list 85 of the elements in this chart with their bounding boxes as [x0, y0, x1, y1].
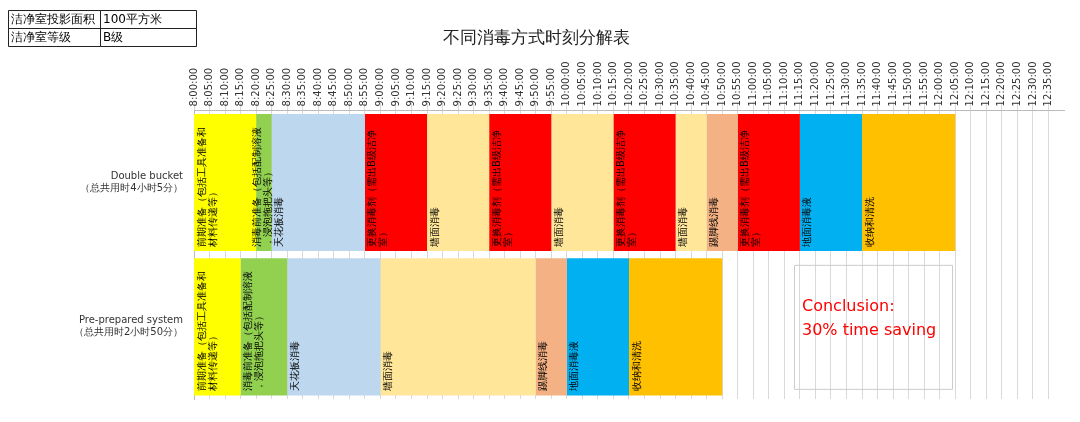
x-tick-label: 8:20:00 — [249, 67, 261, 107]
x-tick-label: 8:30:00 — [280, 67, 292, 107]
x-tick-label: 10:35:00 — [669, 61, 681, 107]
series-label: 收纳和清洗 — [630, 341, 642, 392]
x-tick-label: 10:55:00 — [731, 61, 743, 107]
x-tick-label: 12:15:00 — [979, 61, 991, 107]
series-label: 踢脚线消毒 — [537, 341, 549, 392]
x-tick-label: 11:15:00 — [793, 61, 805, 107]
series-label: 踢脚线消毒 — [708, 197, 720, 248]
x-tick-label: 12:00:00 — [933, 61, 945, 107]
series-label: 消毒前准备（包括配制溶液，浸泡拖把头等） — [242, 271, 265, 392]
annotation: 30% time saving — [802, 320, 937, 340]
series-label: 墙面消毒 — [552, 207, 564, 249]
text: 洁净室等级 — [11, 30, 71, 45]
x-tick-label: 11:25:00 — [824, 61, 836, 107]
x-tick-label: 11:05:00 — [762, 61, 774, 107]
text: 洁净室投影面积 — [11, 12, 95, 27]
annotation: Conclusion: — [802, 296, 895, 316]
y-tick-label: Pre-prepared system （总共用时2小时50分） — [73, 314, 183, 338]
x-tick-label: 12:30:00 — [1026, 61, 1038, 107]
series-label: 消毒前准备（包括配制溶液，浸泡拖把头等） — [251, 127, 274, 248]
x-tick-label: 10:25:00 — [638, 61, 650, 107]
x-tick-label: 11:35:00 — [855, 61, 867, 107]
series-label: 天花板消毒 — [273, 197, 285, 248]
series-label: 收纳和清洗 — [863, 197, 875, 248]
x-tick-label: 8:40:00 — [311, 67, 323, 107]
x-tick-label: 8:10:00 — [218, 67, 230, 107]
x-tick-label: 11:45:00 — [886, 61, 898, 107]
series-label: 地面消毒液 — [801, 197, 813, 249]
series-label: 墙面消毒 — [382, 351, 394, 393]
text: B级 — [103, 30, 124, 45]
x-tick-label: 9:25:00 — [451, 67, 463, 107]
x-tick-label: 10:10:00 — [591, 61, 603, 107]
x-tick-label: 9:10:00 — [405, 67, 417, 107]
x-tick-label: 8:35:00 — [296, 67, 308, 107]
x-tick-label: 12:10:00 — [964, 61, 976, 107]
x-tick-label: 12:35:00 — [1042, 61, 1054, 107]
series-label: 前期准备（包括工具准备和材料传递等） — [195, 127, 218, 249]
series-label: 更换消毒剂（需出B级洁净室） — [615, 130, 638, 248]
x-tick-label: 9:45:00 — [513, 67, 525, 107]
x-tick-label: 11:10:00 — [777, 61, 789, 107]
x-tick-label: 8:45:00 — [327, 67, 339, 107]
x-tick-label: 11:50:00 — [902, 61, 914, 107]
series-label: 更换消毒剂（需出B级洁净室） — [490, 130, 513, 248]
text: 100平方米 — [103, 12, 162, 27]
x-tick-label: 9:05:00 — [389, 67, 401, 107]
x-tick-label: 9:15:00 — [420, 67, 432, 107]
x-tick-label: 8:55:00 — [358, 67, 370, 107]
x-tick-label: 10:05:00 — [575, 61, 587, 107]
series-label: 更换消毒剂（需出B级洁净室） — [739, 130, 762, 248]
x-tick-label: 12:20:00 — [995, 61, 1007, 107]
series-label: 更换消毒剂（需出B级洁净室） — [366, 130, 389, 248]
x-tick-label: 8:50:00 — [342, 67, 354, 107]
x-tick-label: 9:35:00 — [482, 67, 494, 107]
series-label: 墙面消毒 — [677, 207, 689, 249]
x-tick-label: 10:15:00 — [607, 61, 619, 107]
x-tick-label: 10:30:00 — [653, 61, 665, 107]
series-label: 墙面消毒 — [428, 207, 440, 249]
y-tick-label: Double bucket （总共用时4小时5分） — [80, 170, 184, 194]
x-tick-label: 11:55:00 — [917, 61, 929, 107]
x-tick-label: 11:30:00 — [840, 61, 852, 107]
x-tick-label: 9:30:00 — [467, 67, 479, 107]
x-tick-label: 8:15:00 — [234, 67, 246, 107]
x-tick-label: 11:40:00 — [871, 61, 883, 107]
x-tick-label: 9:40:00 — [498, 67, 510, 107]
x-tick-label: 8:00:00 — [187, 67, 199, 107]
x-tick-label: 9:00:00 — [374, 67, 386, 107]
x-tick-label: 10:45:00 — [700, 61, 712, 107]
series-label: 前期准备（包括工具准备和材料传递等） — [195, 271, 218, 393]
x-tick-label: 11:20:00 — [809, 61, 821, 107]
series-label: 地面消毒液 — [568, 341, 580, 393]
x-tick-label: 8:25:00 — [265, 67, 277, 107]
x-tick-label: 10:00:00 — [560, 61, 572, 107]
x-tick-label: 9:50:00 — [529, 67, 541, 107]
x-tick-label: 9:20:00 — [436, 67, 448, 107]
x-tick-label: 10:50:00 — [715, 61, 727, 107]
x-tick-label: 10:40:00 — [684, 61, 696, 107]
series-label: 天花板消毒 — [288, 341, 300, 392]
x-tick-label: 10:20:00 — [622, 61, 634, 107]
x-tick-label: 8:05:00 — [203, 67, 215, 107]
x-tick-label: 11:00:00 — [746, 61, 758, 107]
chart-title: 不同消毒方式时刻分解表 — [442, 26, 630, 47]
x-tick-label: 12:25:00 — [1010, 61, 1022, 107]
x-tick-label: 12:05:00 — [948, 61, 960, 107]
x-tick-label: 9:55:00 — [544, 67, 556, 107]
